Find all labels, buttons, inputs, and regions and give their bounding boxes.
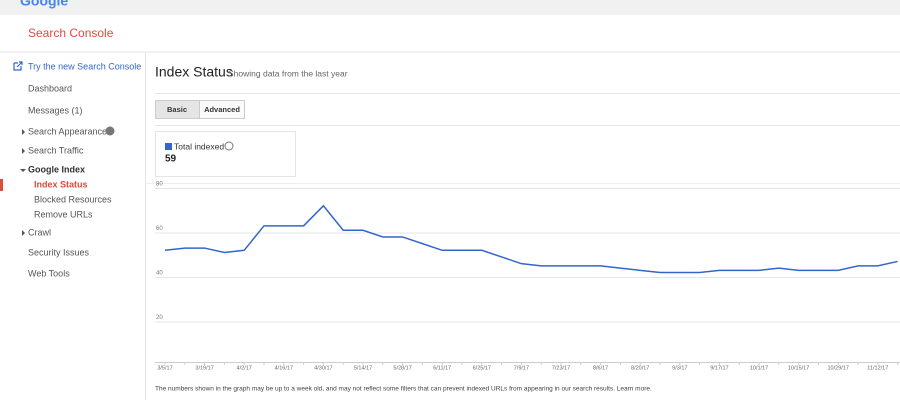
x-tick-label: 10/15/17 [788,365,809,371]
x-tick-label: 4/2/17 [237,365,252,371]
page-title: Index Status [155,64,233,80]
expand-arrow[interactable] [22,129,25,135]
external-icon [13,61,23,71]
x-tick-label: 3/19/17 [195,365,213,371]
x-tick-label: 7/23/17 [552,365,570,371]
nav-item-selected[interactable]: Index Status [34,179,88,189]
logo[interactable]: Google [20,0,68,9]
help-icon[interactable] [224,141,234,151]
x-tick-label: 11/12/17 [867,365,888,371]
x-tick-label: 9/3/17 [672,365,687,371]
nav-item[interactable]: Crawl [28,227,51,237]
x-tick-label: 8/20/17 [631,365,649,371]
y-tick-label: 40 [156,271,163,277]
expand-arrow[interactable] [22,148,25,154]
footnote: The numbers shown in the graph may be up… [155,386,652,393]
info-icon[interactable] [105,126,115,136]
legend-box [155,131,296,177]
nav-item[interactable]: Search Traffic [28,145,84,155]
x-tick-label: 6/25/17 [473,365,491,371]
tab-label[interactable]: Advanced [204,105,240,114]
page-subtitle: Showing data from the last year [228,68,348,78]
x-tick-label: 5/14/17 [354,365,372,371]
tab[interactable] [199,100,245,119]
x-tick-label: 5/28/17 [393,365,411,371]
legend-swatch [165,143,172,150]
top-bar [0,0,900,15]
selected-marker [0,179,3,191]
nav-item[interactable]: Google Index [28,164,85,174]
nav-item[interactable]: Messages (1) [28,105,83,115]
legend-label: Total indexed [174,141,224,151]
nav-item[interactable]: Blocked Resources [34,194,112,204]
nav-item[interactable]: Remove URLs [34,209,93,219]
plot: 20 40 60 80 3/5/17 3/19/17 4/2/17 4/16/17 4/30/1… [155,182,900,371]
nav-item[interactable]: Security Issues [28,247,90,257]
y-tick-label: 80 [156,182,163,188]
legend-value: 59 [165,154,177,165]
nav-link[interactable]: Try the new Search Console [28,61,141,71]
x-tick-label: 6/11/17 [433,365,451,371]
collapse-arrow[interactable] [20,169,26,172]
x-tick-label: 10/29/17 [827,365,848,371]
x-tick-label: 10/1/17 [750,365,768,371]
x-tick-label: 4/30/17 [314,365,332,371]
y-tick-label: 20 [156,315,163,321]
x-tick-label: 4/16/17 [275,365,293,371]
product-name[interactable]: Search Console [28,26,114,40]
y-tick-label: 60 [156,226,163,232]
x-tick-label: 3/5/17 [157,365,172,371]
nav-item[interactable]: Search Appearance [28,126,107,136]
x-tick-label: 8/6/17 [593,365,608,371]
tab-label[interactable]: Basic [167,105,187,114]
x-tick-label: 9/17/17 [710,365,728,371]
expand-arrow[interactable] [22,230,25,236]
series-line [164,204,898,274]
nav-item[interactable]: Dashboard [28,83,72,93]
x-tick-label: 7/9/17 [514,365,529,371]
nav-item[interactable]: Web Tools [28,268,70,278]
